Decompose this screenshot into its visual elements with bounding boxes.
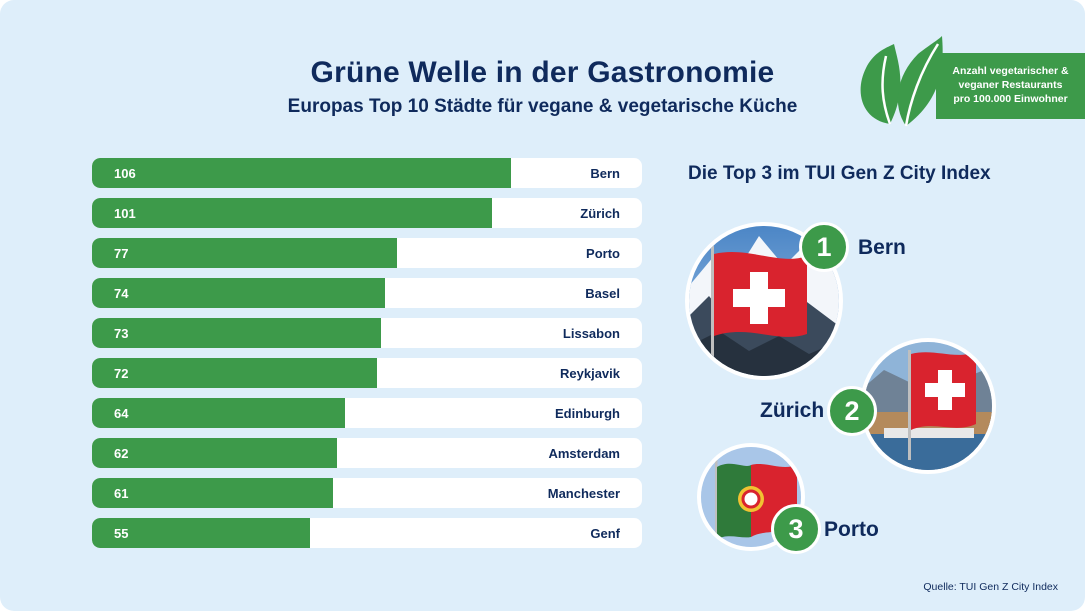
bar-row: 62 Amsterdam <box>92 438 642 468</box>
bern-photo <box>685 222 843 380</box>
bar-row: 73 Lissabon <box>92 318 642 348</box>
bar <box>92 398 345 428</box>
rank-city-name: Bern <box>858 236 906 259</box>
chart-subtitle: Europas Top 10 Städte für vegane & veget… <box>287 96 798 117</box>
source-note: Quelle: TUI Gen Z City Index <box>923 581 1058 593</box>
legend-line: pro 100.000 Einwohner <box>953 93 1068 105</box>
bar-category-label: Zürich <box>580 206 620 221</box>
legend-line: Anzahl vegetarischer & <box>952 65 1069 77</box>
bar-row: 74 Basel <box>92 278 642 308</box>
rank-badge: 3 <box>771 504 821 554</box>
bar-value-label: 106 <box>114 166 136 181</box>
bar-category-label: Lissabon <box>562 326 620 341</box>
bar-category-label: Porto <box>586 246 620 261</box>
bar-value-label: 62 <box>114 446 129 461</box>
bar-row: 72 Reykjavik <box>92 358 642 388</box>
rank-badge: 2 <box>827 386 877 436</box>
bar-row: 101 Zürich <box>92 198 642 228</box>
bar-row: 77 Porto <box>92 238 642 268</box>
bar <box>92 438 337 468</box>
legend-line: veganer Restaurants <box>958 79 1063 91</box>
bar-value-label: 55 <box>114 526 129 541</box>
bar <box>92 238 397 268</box>
bar <box>92 278 385 308</box>
zurich-photo <box>860 338 996 474</box>
bar <box>92 158 511 188</box>
bar-category-label: Amsterdam <box>548 446 620 461</box>
bar-row: 55 Genf <box>92 518 642 548</box>
rank-city-name: Porto <box>824 518 879 541</box>
bar <box>92 358 377 388</box>
bar-category-label: Reykjavik <box>560 366 620 381</box>
bar-row: 106 Bern <box>92 158 642 188</box>
bar-row: 64 Edinburgh <box>92 398 642 428</box>
bar-value-label: 61 <box>114 486 129 501</box>
legend-box: Anzahl vegetarischer & veganer Restauran… <box>936 53 1085 119</box>
bar <box>92 318 381 348</box>
bar-category-label: Bern <box>590 166 620 181</box>
bar-value-label: 64 <box>114 406 129 421</box>
bar-value-label: 73 <box>114 326 129 341</box>
bar-row: 61 Manchester <box>92 478 642 508</box>
bar <box>92 478 333 508</box>
top3-title: Die Top 3 im TUI Gen Z City Index <box>688 163 991 184</box>
bar-value-label: 74 <box>114 286 129 301</box>
bar <box>92 518 310 548</box>
chart-title: Grüne Welle in der Gastronomie <box>310 56 775 89</box>
bar-value-label: 101 <box>114 206 136 221</box>
bar-value-label: 77 <box>114 246 129 261</box>
bar <box>92 198 492 228</box>
bar-category-label: Genf <box>590 526 620 541</box>
bar-category-label: Basel <box>585 286 620 301</box>
bar-value-label: 72 <box>114 366 129 381</box>
rank-badge: 1 <box>799 222 849 272</box>
bar-category-label: Manchester <box>547 486 620 501</box>
leaf-icon <box>860 36 943 127</box>
bar-category-label: Edinburgh <box>555 406 620 421</box>
rank-city-name: Zürich <box>760 399 825 422</box>
